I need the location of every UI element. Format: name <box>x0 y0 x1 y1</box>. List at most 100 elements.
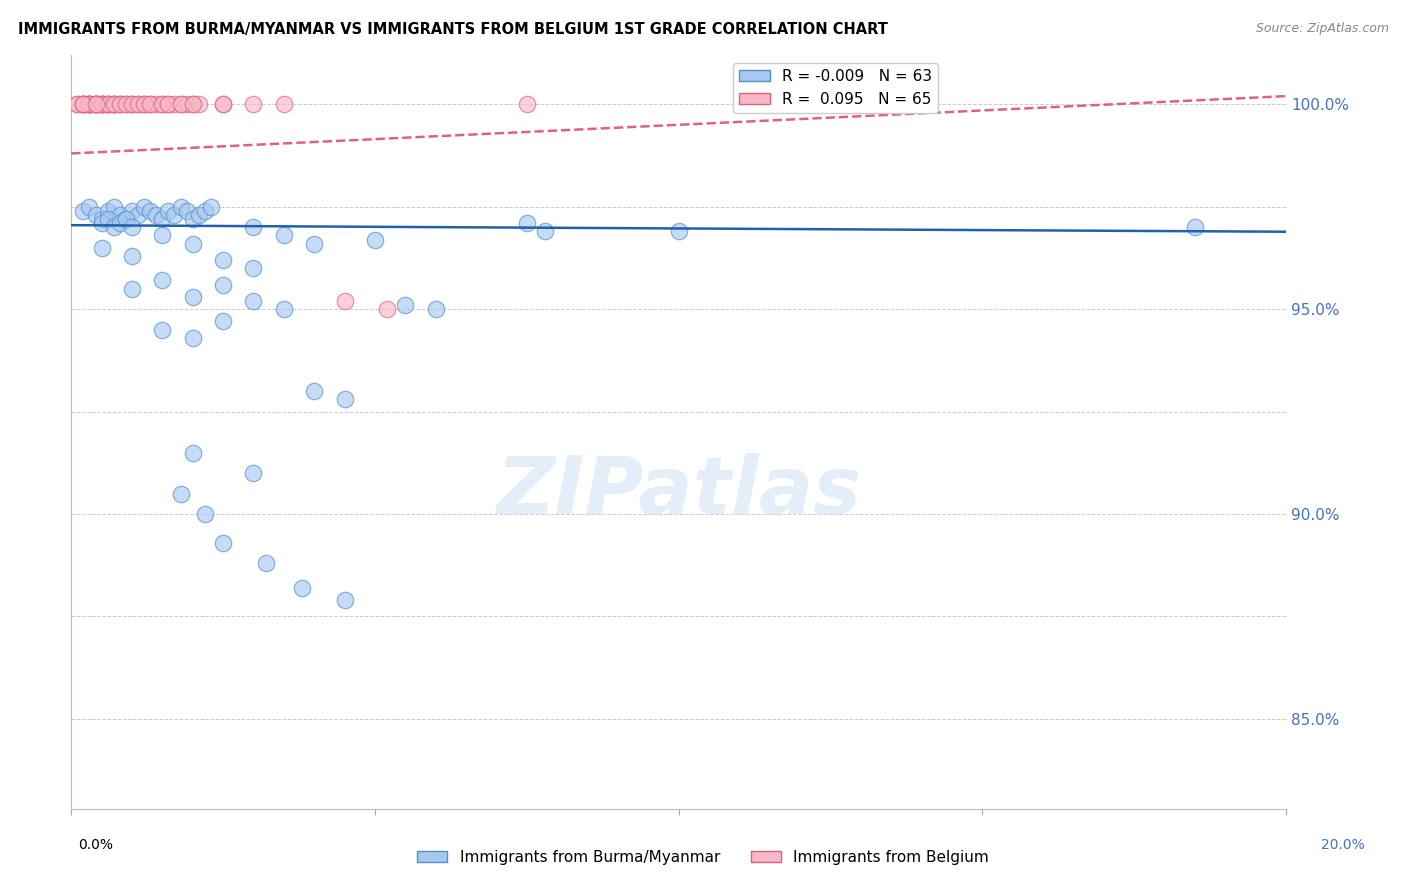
Point <box>90 97 112 112</box>
Legend: Immigrants from Burma/Myanmar, Immigrants from Belgium: Immigrants from Burma/Myanmar, Immigrant… <box>411 844 995 871</box>
Point <box>200 200 222 214</box>
Point <box>394 298 416 312</box>
Point <box>212 252 235 267</box>
Point <box>79 97 101 112</box>
Point <box>212 314 235 328</box>
Point <box>103 97 125 112</box>
Point <box>139 97 162 112</box>
Point <box>242 293 264 308</box>
Point <box>187 208 209 222</box>
Point <box>333 593 356 607</box>
Point <box>121 97 143 112</box>
Text: ZIPatlas: ZIPatlas <box>496 453 860 532</box>
Point <box>108 208 131 222</box>
Point <box>134 97 156 112</box>
Point <box>121 97 143 112</box>
Point <box>103 97 125 112</box>
Point <box>534 224 557 238</box>
Point <box>273 228 295 243</box>
Point <box>115 97 138 112</box>
Point <box>176 203 198 218</box>
Point <box>72 97 94 112</box>
Point <box>880 97 903 112</box>
Point <box>139 97 162 112</box>
Point <box>181 331 204 345</box>
Point <box>103 97 125 112</box>
Point <box>121 97 143 112</box>
Text: IMMIGRANTS FROM BURMA/MYANMAR VS IMMIGRANTS FROM BELGIUM 1ST GRADE CORRELATION C: IMMIGRANTS FROM BURMA/MYANMAR VS IMMIGRA… <box>18 22 889 37</box>
Point <box>134 97 156 112</box>
Point <box>134 200 156 214</box>
Point <box>108 97 131 112</box>
Point <box>72 203 94 218</box>
Point <box>134 97 156 112</box>
Point <box>181 212 204 227</box>
Point <box>150 228 173 243</box>
Point <box>242 97 264 112</box>
Point <box>242 466 264 480</box>
Point <box>302 236 325 251</box>
Point <box>169 97 191 112</box>
Point <box>84 97 107 112</box>
Point <box>194 507 217 521</box>
Point <box>90 97 112 112</box>
Point <box>181 236 204 251</box>
Point <box>254 556 277 570</box>
Point <box>157 203 180 218</box>
Point <box>163 97 186 112</box>
Legend: R = -0.009   N = 63, R =  0.095   N = 65: R = -0.009 N = 63, R = 0.095 N = 65 <box>733 62 938 112</box>
Point <box>79 97 101 112</box>
Point <box>333 392 356 407</box>
Point <box>84 97 107 112</box>
Point <box>139 203 162 218</box>
Point <box>72 97 94 112</box>
Point <box>163 208 186 222</box>
Point <box>108 216 131 230</box>
Point <box>84 208 107 222</box>
Point <box>425 302 447 317</box>
Point <box>72 97 94 112</box>
Text: 20.0%: 20.0% <box>1320 838 1365 852</box>
Point <box>169 486 191 500</box>
Point <box>115 212 138 227</box>
Point <box>150 97 173 112</box>
Point <box>90 97 112 112</box>
Point <box>72 97 94 112</box>
Point <box>115 97 138 112</box>
Point <box>273 302 295 317</box>
Point <box>145 97 167 112</box>
Point <box>668 224 690 238</box>
Point <box>364 233 387 247</box>
Point <box>115 212 138 227</box>
Point <box>79 97 101 112</box>
Point <box>181 445 204 459</box>
Point <box>181 290 204 304</box>
Point <box>194 203 217 218</box>
Point <box>127 97 149 112</box>
Point <box>121 203 143 218</box>
Point <box>79 97 101 112</box>
Point <box>516 97 538 112</box>
Point <box>212 277 235 292</box>
Point <box>90 216 112 230</box>
Point <box>242 261 264 276</box>
Point <box>273 97 295 112</box>
Point <box>157 97 180 112</box>
Point <box>72 97 94 112</box>
Point <box>84 97 107 112</box>
Point <box>212 535 235 549</box>
Point <box>108 97 131 112</box>
Text: Source: ZipAtlas.com: Source: ZipAtlas.com <box>1256 22 1389 36</box>
Point <box>84 97 107 112</box>
Point <box>97 97 120 112</box>
Point <box>333 293 356 308</box>
Point <box>103 220 125 235</box>
Point <box>84 97 107 112</box>
Point <box>97 212 120 227</box>
Point <box>181 97 204 112</box>
Point <box>108 97 131 112</box>
Point <box>187 97 209 112</box>
Point <box>121 249 143 263</box>
Point <box>84 97 107 112</box>
Point <box>121 220 143 235</box>
